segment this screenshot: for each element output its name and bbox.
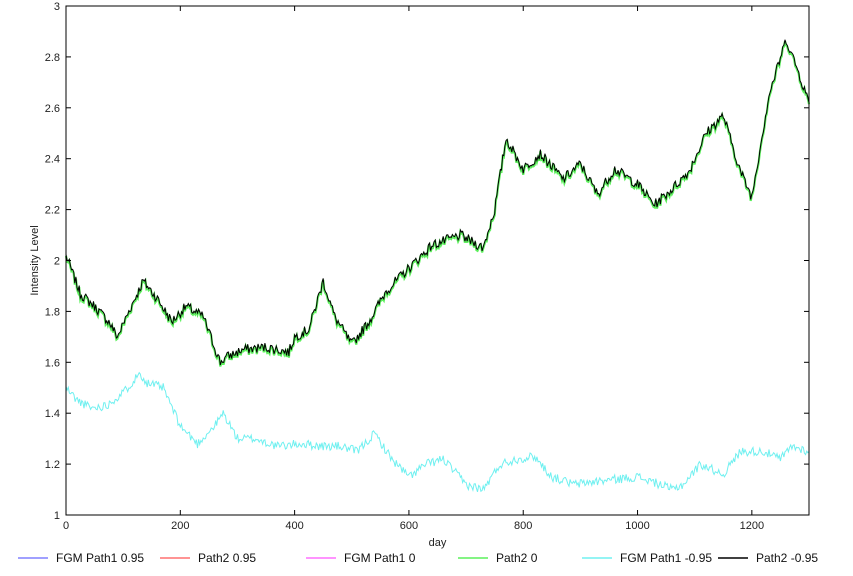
x-tick-label: 1200 bbox=[740, 520, 764, 532]
y-tick-label: 2.4 bbox=[45, 154, 60, 166]
y-tick-label: 2.2 bbox=[45, 205, 60, 217]
series-line bbox=[65, 371, 810, 493]
x-tick-label: 800 bbox=[514, 520, 532, 532]
y-tick-label: 3 bbox=[54, 1, 60, 13]
series-line bbox=[64, 40, 811, 367]
series-line bbox=[65, 39, 810, 366]
legend-label: FGM Path1 -0.95 bbox=[620, 551, 712, 565]
legend-label: Path2 -0.95 bbox=[756, 551, 818, 565]
x-tick-label: 0 bbox=[63, 520, 69, 532]
y-tick-label: 2.8 bbox=[45, 52, 60, 64]
y-tick-label: 1.2 bbox=[45, 459, 60, 471]
plot-frame bbox=[65, 5, 810, 516]
y-tick-label: 1.4 bbox=[45, 408, 60, 420]
series-layer bbox=[64, 39, 811, 493]
y-tick-label: 1 bbox=[54, 510, 60, 522]
legend-label: FGM Path1 0.95 bbox=[56, 551, 144, 565]
legend-label: Path2 0 bbox=[496, 551, 538, 565]
y-tick-label: 1.8 bbox=[45, 306, 60, 318]
legend-label: FGM Path1 0 bbox=[344, 551, 416, 565]
x-tick-label: 600 bbox=[400, 520, 418, 532]
y-axis-label: Intensity Level bbox=[29, 225, 41, 295]
tick-layer: 0 200 400 600 800 1000 1200 1 1.2 1.4 1.6 1.8 2 2.2 2.… bbox=[45, 1, 809, 532]
y-tick-label: 2.6 bbox=[45, 103, 60, 115]
y-tick-label: 1.6 bbox=[45, 357, 60, 369]
x-tick-label: 400 bbox=[285, 520, 303, 532]
legend-label: Path2 0.95 bbox=[198, 551, 256, 565]
x-tick-label: 200 bbox=[171, 520, 189, 532]
y-tick-label: 2 bbox=[54, 256, 60, 268]
legend: FGM Path1 0.95 Path2 0.95 FGM Path1 0 Path2… bbox=[18, 551, 818, 565]
x-axis-label: day bbox=[429, 537, 447, 549]
x-tick-label: 1000 bbox=[625, 520, 649, 532]
